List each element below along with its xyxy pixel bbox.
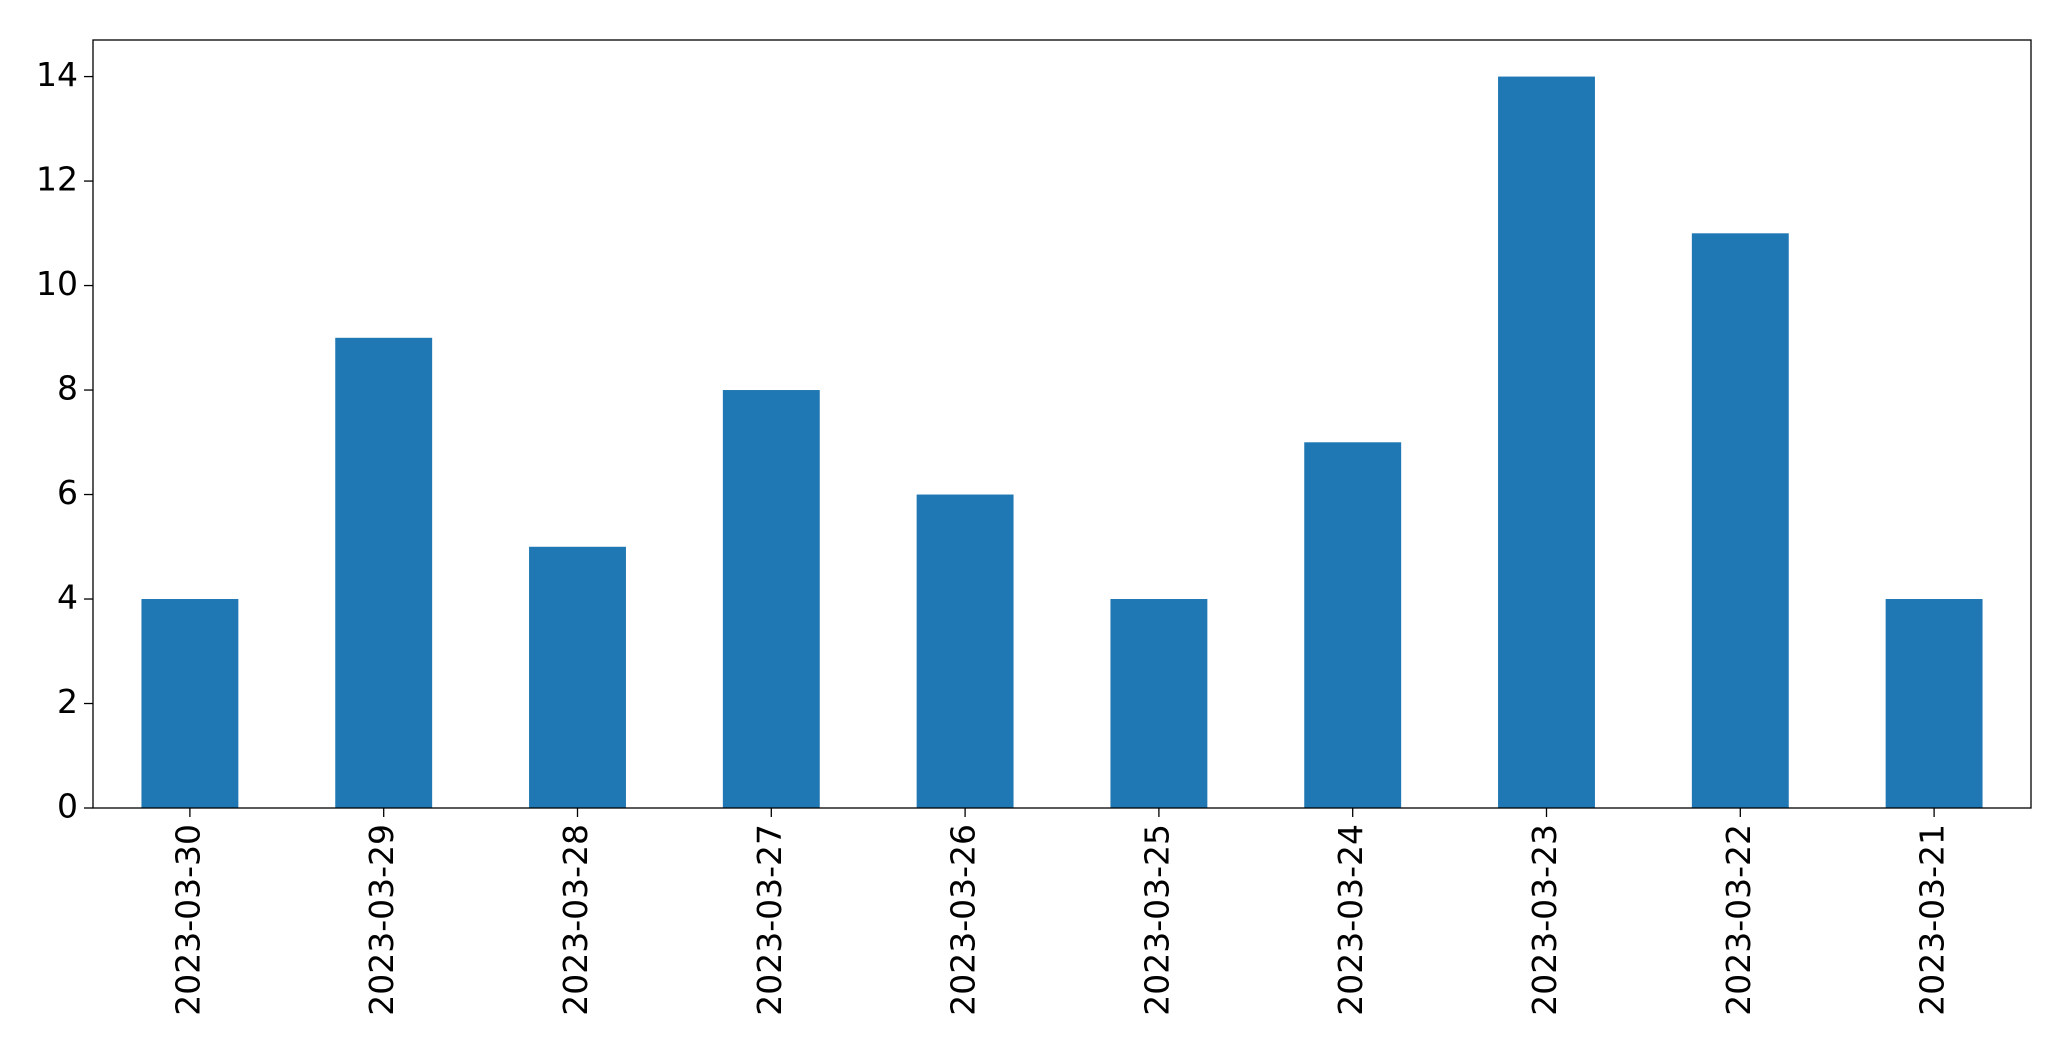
bar: [916, 494, 1014, 808]
y-tick-label: 12: [36, 160, 78, 199]
x-tick-label: 2023-03-25: [1137, 824, 1176, 1016]
bar: [1691, 233, 1789, 808]
y-tick-label: 2: [57, 682, 78, 721]
bar: [1885, 599, 1983, 808]
bar: [722, 390, 820, 808]
x-tick-label: 2023-03-26: [944, 824, 983, 1016]
y-tick-label: 8: [57, 369, 78, 408]
bar: [529, 546, 626, 808]
bar: [335, 337, 433, 808]
y-tick-label: 0: [57, 787, 78, 826]
x-tick-label: 2023-03-24: [1331, 824, 1370, 1016]
x-tick-label: 2023-03-23: [1525, 824, 1564, 1016]
bar: [1110, 599, 1208, 808]
x-tick-label: 2023-03-28: [556, 824, 595, 1016]
y-tick-label: 10: [36, 264, 78, 303]
bar: [141, 599, 239, 808]
x-tick-label: 2023-03-29: [362, 824, 401, 1016]
y-tick-label: 4: [57, 578, 78, 617]
y-tick-label: 14: [36, 55, 78, 94]
x-tick-label: 2023-03-30: [168, 824, 207, 1016]
plot-frame: [92, 39, 2032, 809]
y-tick-label: 6: [57, 473, 78, 512]
bar: [1498, 76, 1595, 809]
x-tick-label: 2023-03-27: [750, 824, 789, 1016]
x-tick-label: 2023-03-22: [1719, 824, 1758, 1016]
x-tick-label: 2023-03-21: [1913, 824, 1952, 1016]
bar: [1304, 442, 1402, 808]
